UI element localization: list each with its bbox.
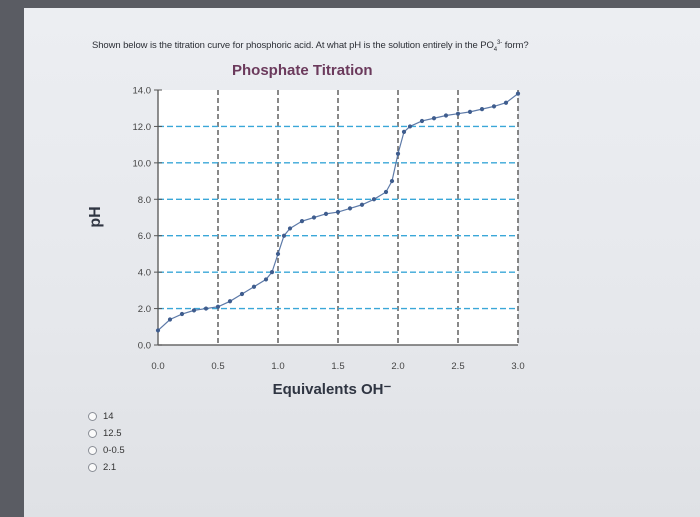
- data-point: [455, 111, 461, 116]
- data-point: [407, 124, 413, 129]
- radio-button[interactable]: [88, 412, 97, 421]
- x-tick-label: 2.0: [391, 361, 404, 372]
- data-point: [281, 233, 287, 238]
- data-point: [371, 197, 377, 202]
- option-2-1[interactable]: 2.1: [88, 459, 125, 476]
- x-tick-label: 3.0: [511, 361, 524, 372]
- answer-options: 14 12.5 0-0.5 2.1: [88, 408, 125, 476]
- data-point: [467, 109, 473, 114]
- data-point: [347, 206, 353, 211]
- y-tick-label: 14.0: [133, 86, 152, 97]
- data-point: [491, 104, 497, 109]
- radio-button[interactable]: [88, 463, 97, 472]
- y-tick-label: 8.0: [138, 195, 151, 206]
- data-point: [191, 308, 197, 313]
- vertical-gridlines: [217, 90, 519, 345]
- option-14[interactable]: 14: [88, 408, 125, 425]
- data-point: [155, 328, 161, 333]
- x-tick-label: 1.0: [271, 361, 284, 372]
- data-point: [251, 284, 257, 289]
- option-12-5[interactable]: 12.5: [88, 425, 125, 442]
- data-point: [269, 270, 275, 275]
- data-point: [443, 113, 449, 118]
- question-text: Shown below is the titration curve for p…: [92, 40, 692, 53]
- x-tick-label: 1.5: [331, 361, 344, 372]
- option-label: 12.5: [103, 428, 122, 439]
- option-label: 0-0.5: [103, 445, 125, 456]
- radio-button[interactable]: [88, 446, 97, 455]
- data-points: [155, 91, 521, 333]
- y-tick-label: 12.0: [133, 122, 152, 133]
- question-subscript: 4: [493, 47, 498, 54]
- x-tick-label: 0.0: [151, 361, 164, 372]
- data-point: [479, 107, 485, 112]
- x-axis-title: Equivalents OH⁻: [272, 381, 392, 398]
- data-point: [401, 129, 407, 134]
- option-label: 2.1: [103, 462, 117, 473]
- question-text-main: Shown below is the titration curve for p…: [92, 40, 494, 52]
- y-tick-label: 6.0: [138, 231, 151, 242]
- option-0-0-5[interactable]: 0-0.5: [88, 442, 125, 459]
- data-point: [359, 202, 365, 207]
- data-point: [287, 226, 293, 231]
- data-point: [323, 211, 329, 216]
- data-point: [311, 215, 317, 220]
- x-tick-label: 2.5: [451, 361, 464, 372]
- data-point: [389, 178, 395, 184]
- data-point: [239, 291, 245, 297]
- data-point: [167, 317, 173, 322]
- y-ticks: 0.0 2.0 4.0 6.0 8.0 10.0 12.0 14.0: [133, 86, 162, 352]
- data-point: [275, 251, 281, 257]
- data-point: [335, 209, 341, 215]
- question-text-end: form?: [502, 40, 529, 52]
- data-point: [503, 100, 509, 105]
- x-ticks: 0.0 0.5 1.0 1.5 2.0 2.5 3.0: [151, 361, 524, 372]
- question-superscript: 3-: [497, 40, 503, 46]
- data-point: [215, 304, 221, 309]
- data-point: [263, 277, 269, 282]
- data-point: [515, 91, 521, 96]
- data-point: [203, 306, 209, 311]
- data-point: [179, 311, 185, 317]
- y-tick-label: 4.0: [138, 268, 151, 279]
- y-tick-label: 2.0: [138, 304, 151, 315]
- chart-title: Phosphate Titration: [232, 62, 373, 79]
- option-label: 14: [103, 411, 114, 422]
- y-tick-label: 0.0: [138, 341, 151, 352]
- data-point: [431, 116, 437, 121]
- radio-button[interactable]: [88, 429, 97, 438]
- data-point: [419, 118, 425, 124]
- x-tick-label: 0.5: [211, 361, 224, 372]
- data-point: [383, 189, 389, 195]
- data-point: [227, 299, 233, 304]
- y-tick-label: 10.0: [133, 158, 152, 169]
- data-point: [395, 151, 401, 156]
- data-point: [299, 219, 305, 224]
